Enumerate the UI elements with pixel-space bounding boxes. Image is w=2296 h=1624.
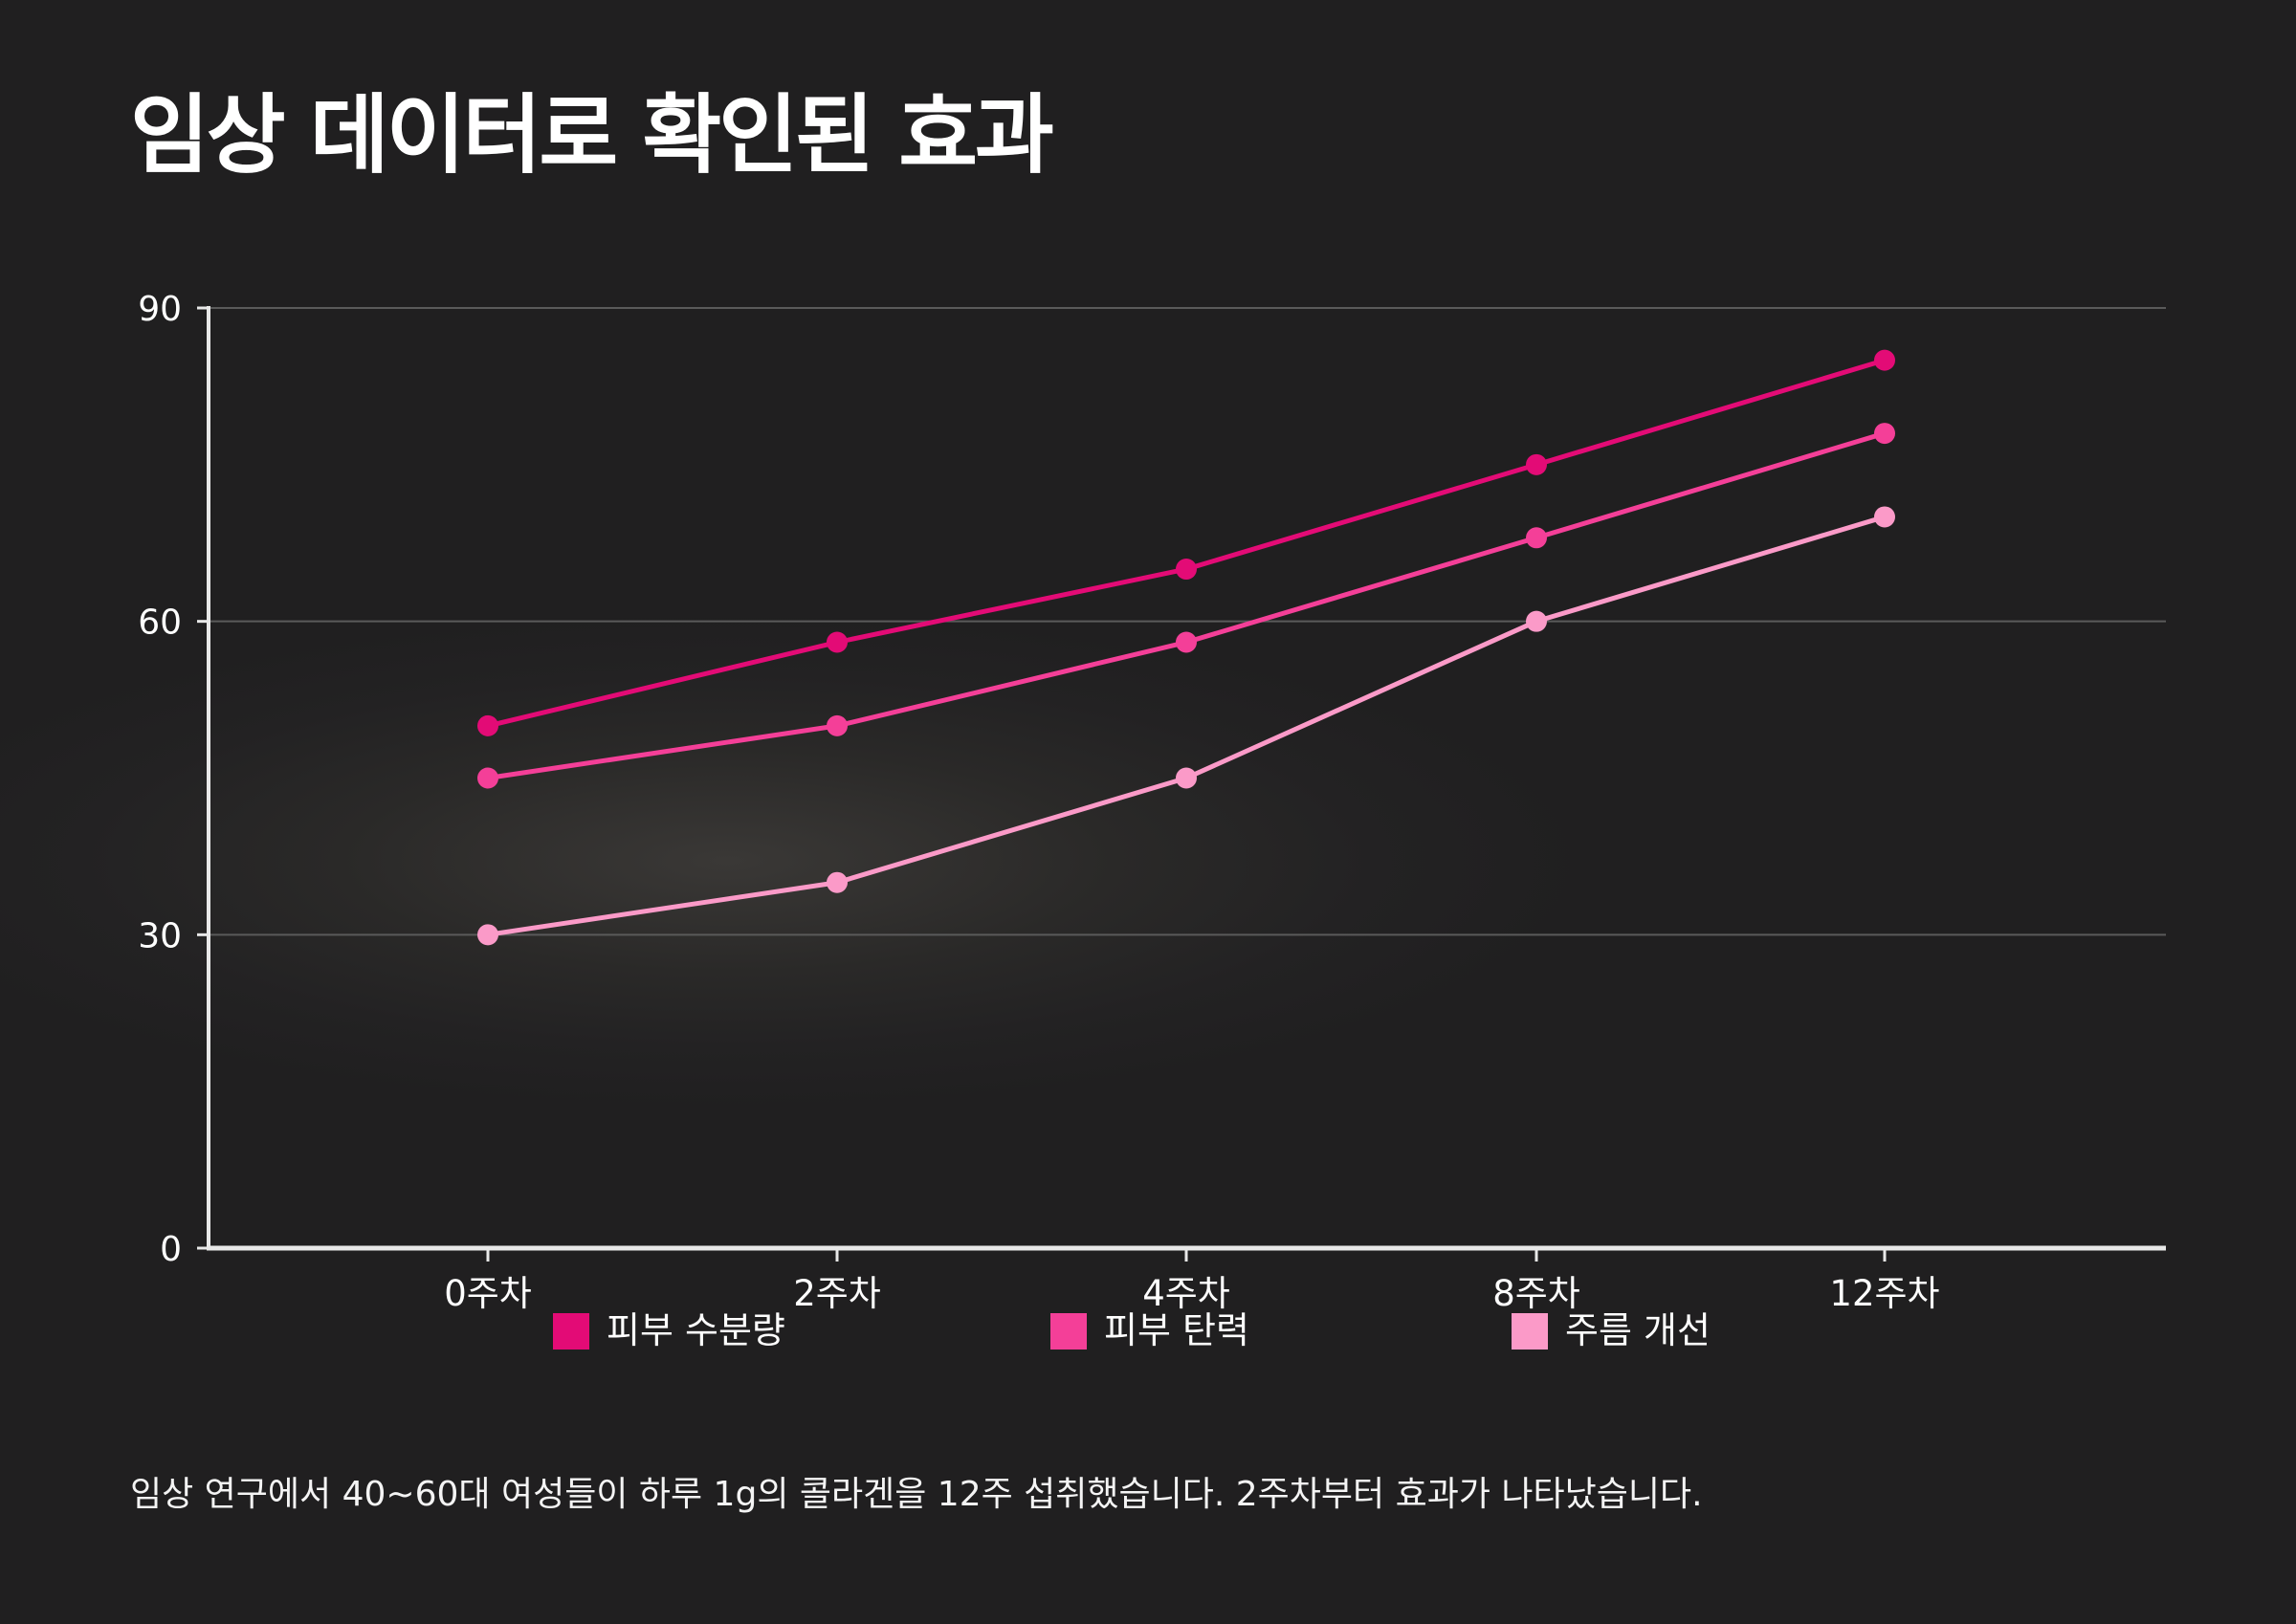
series-3	[477, 506, 1895, 946]
data-point	[1176, 767, 1197, 789]
data-point	[827, 714, 848, 736]
legend-item: 주름 개선	[1512, 1309, 1711, 1351]
data-point	[827, 631, 848, 653]
series-line	[487, 358, 1886, 729]
legend-swatch	[1050, 1313, 1087, 1350]
legend-swatch	[1512, 1313, 1548, 1350]
data-point	[1526, 610, 1547, 632]
x-tick-label: 2주차	[793, 1273, 881, 1314]
data-point	[477, 767, 498, 789]
grid-lines	[209, 307, 2166, 936]
y-tick-label: 0	[160, 1230, 182, 1269]
series-1	[477, 349, 1895, 736]
legend-swatch	[553, 1313, 589, 1350]
axes: 0 30 60 90 0주차 2주차 4주차 8주차 12주차	[138, 290, 2166, 1314]
legend: 피부 수분량 피부 탄력 주름 개선	[553, 1309, 1711, 1351]
x-tick-label: 4주차	[1142, 1273, 1230, 1314]
data-point	[1874, 423, 1895, 445]
line-chart: 0 30 60 90 0주차 2주차 4주차 8주차 12주차 피부 수분량 피부 탄력 주름 개선	[138, 290, 2166, 1351]
data-point	[827, 871, 848, 893]
legend-label: 피부 탄력	[1104, 1309, 1249, 1351]
legend-item: 피부 수분량	[553, 1309, 785, 1351]
series-2	[477, 423, 1895, 789]
x-tick-label: 0주차	[444, 1273, 532, 1314]
y-tick-label: 60	[138, 604, 182, 643]
y-tick-label: 90	[138, 290, 182, 329]
data-point	[477, 714, 498, 736]
legend-item: 피부 탄력	[1050, 1309, 1249, 1351]
x-tick-label: 12주차	[1829, 1273, 1939, 1314]
data-point	[477, 924, 498, 946]
series-group	[477, 349, 1895, 946]
chart-title: 임상 데이터로 확인된 효과	[130, 85, 1054, 186]
data-point	[1874, 349, 1895, 371]
y-tick-label: 30	[138, 916, 182, 955]
data-point	[1526, 527, 1547, 549]
x-tick-label: 8주차	[1492, 1273, 1580, 1314]
data-point	[1176, 559, 1197, 581]
data-point	[1176, 631, 1197, 653]
legend-label: 피부 수분량	[607, 1309, 785, 1351]
footnote: 임상 연구에서 40~60대 여성들이 하루 1g의 콜라겐을 12주 섭취했습…	[130, 1475, 1703, 1514]
data-point	[1526, 453, 1547, 475]
data-point	[1874, 506, 1895, 528]
legend-label: 주름 개선	[1565, 1309, 1711, 1351]
series-line	[487, 430, 1886, 780]
